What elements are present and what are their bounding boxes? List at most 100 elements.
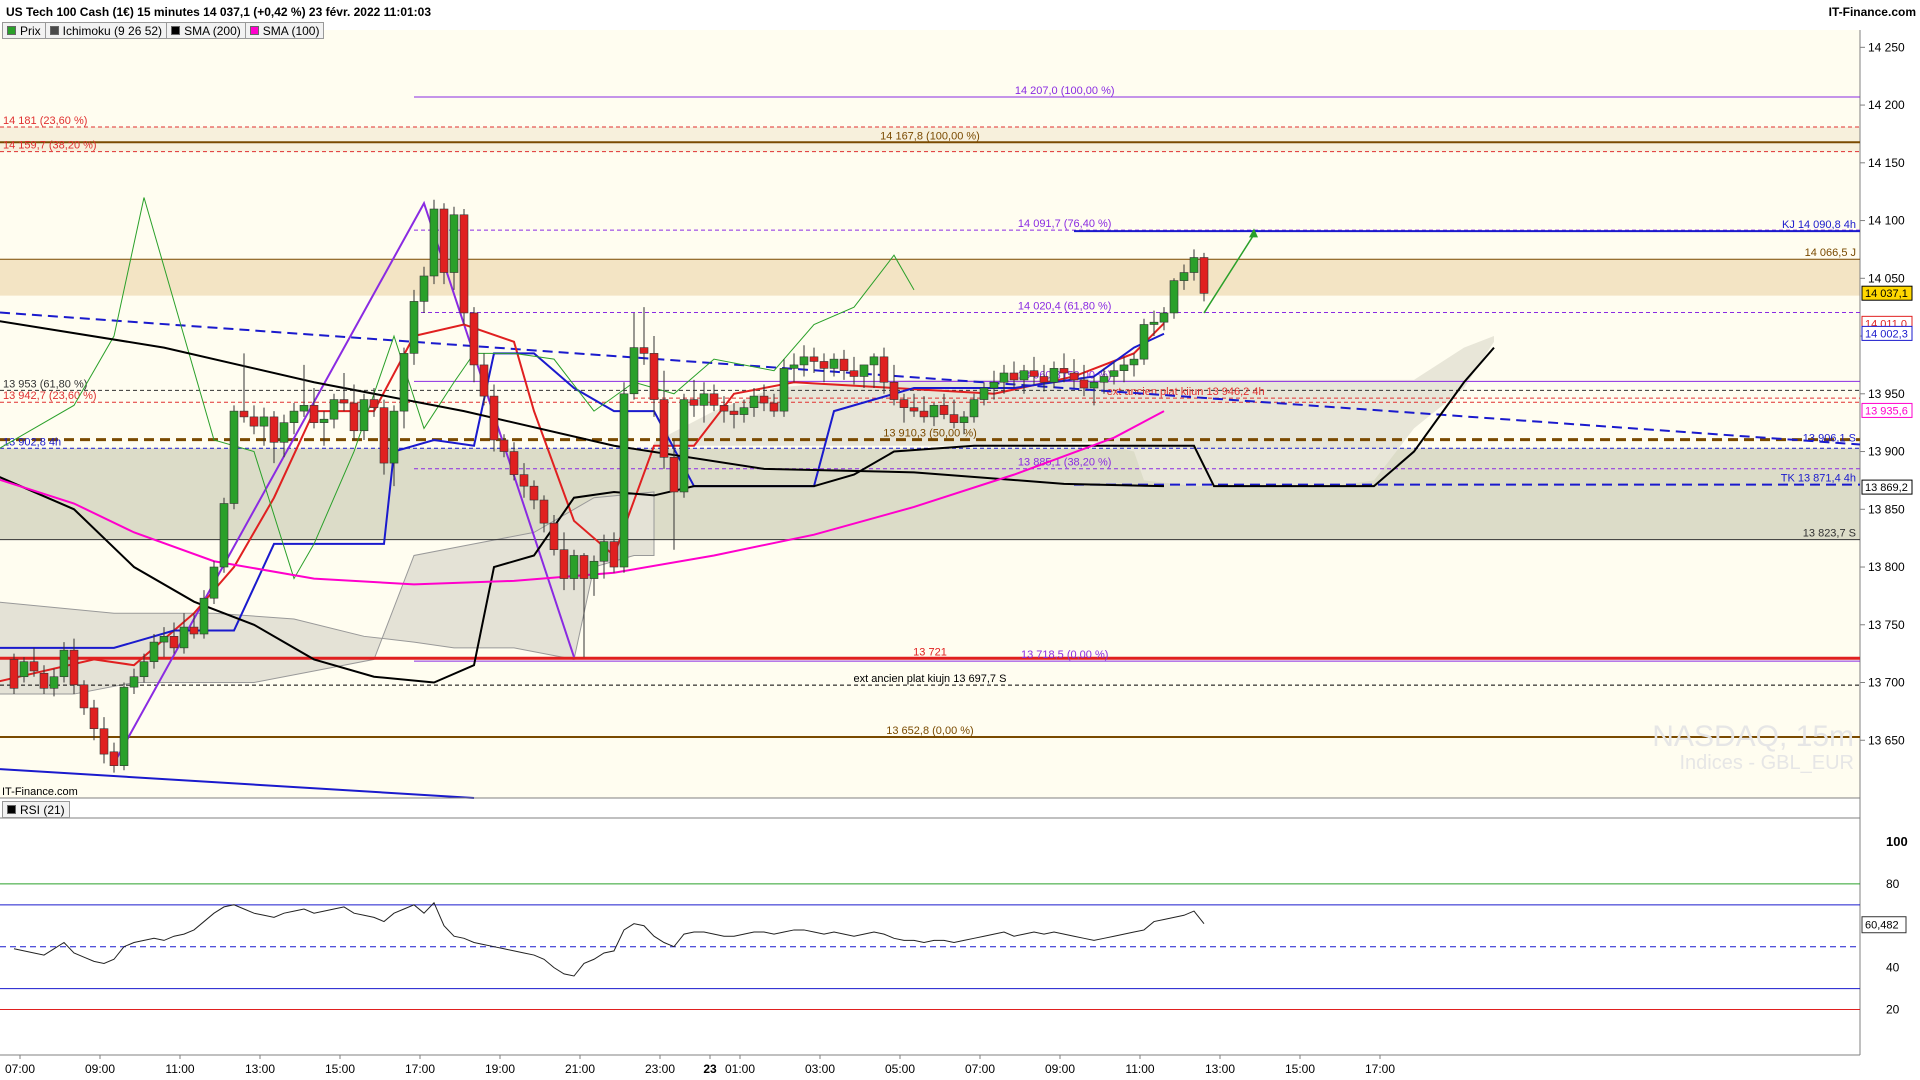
candle-body[interactable] [269, 416, 279, 443]
candle-body[interactable] [9, 659, 19, 689]
candle-body[interactable] [1159, 312, 1169, 323]
candle-body[interactable] [189, 626, 199, 635]
candle-body[interactable] [669, 457, 679, 493]
candle-body[interactable] [959, 416, 969, 423]
candle-body[interactable] [769, 402, 779, 412]
candle-body[interactable] [449, 214, 459, 273]
candle-body[interactable] [289, 410, 299, 423]
candle-body[interactable] [519, 474, 529, 487]
candle-body[interactable] [229, 410, 239, 504]
candle-body[interactable] [549, 522, 559, 550]
candle-body[interactable] [359, 399, 369, 432]
candle-body[interactable] [1119, 364, 1129, 371]
candle-body[interactable] [619, 393, 629, 568]
candle-body[interactable] [569, 555, 579, 579]
candle-body[interactable] [1189, 257, 1199, 273]
candle-body[interactable] [489, 395, 499, 441]
trendline-lower[interactable] [0, 768, 475, 799]
candle-body[interactable] [469, 312, 479, 366]
candle-body[interactable] [779, 368, 789, 412]
candle-body[interactable] [529, 485, 539, 501]
candle-body[interactable] [139, 661, 149, 678]
candle-body[interactable] [179, 626, 189, 649]
candle-body[interactable] [159, 636, 169, 643]
candle-body[interactable] [1109, 370, 1119, 377]
candle-body[interactable] [79, 684, 89, 709]
candle-body[interactable] [589, 560, 599, 579]
candle-body[interactable] [339, 399, 349, 404]
candle-body[interactable] [1089, 381, 1099, 389]
projection-arrow[interactable] [1203, 234, 1255, 314]
candle-body[interactable] [499, 439, 509, 452]
candle-body[interactable] [559, 549, 569, 579]
candle-body[interactable] [1199, 257, 1209, 294]
candle-body[interactable] [1019, 370, 1029, 381]
candle-body[interactable] [879, 356, 889, 383]
candle-body[interactable] [89, 707, 99, 730]
candle-body[interactable] [509, 451, 519, 475]
candle-body[interactable] [719, 405, 729, 412]
candle-body[interactable] [639, 347, 649, 354]
candle-body[interactable] [739, 407, 749, 415]
candle-body[interactable] [349, 402, 359, 432]
ichimoku-kijun-line[interactable] [0, 332, 1165, 649]
candle-body[interactable] [39, 672, 49, 689]
candle-body[interactable] [479, 364, 489, 397]
candle-body[interactable] [319, 418, 329, 423]
candle-body[interactable] [239, 410, 249, 418]
candle-body[interactable] [649, 353, 659, 400]
candle-body[interactable] [839, 358, 849, 371]
candle-body[interactable] [1099, 376, 1109, 383]
candle-body[interactable] [659, 399, 669, 458]
legend-item-price[interactable]: Prix [3, 23, 46, 38]
candle-body[interactable] [59, 649, 69, 678]
candle-body[interactable] [249, 416, 259, 427]
candle-body[interactable] [379, 407, 389, 464]
candle-body[interactable] [49, 676, 59, 689]
candle-body[interactable] [1009, 372, 1019, 381]
legend-item-ichimoku[interactable]: Ichimoku (9 26 52) [46, 23, 168, 38]
candle-body[interactable] [969, 399, 979, 418]
candle-body[interactable] [259, 416, 269, 427]
candle-body[interactable] [989, 381, 999, 389]
candle-body[interactable] [799, 356, 809, 366]
candle-body[interactable] [919, 410, 929, 418]
candle-body[interactable] [869, 356, 879, 366]
candle-body[interactable] [119, 686, 129, 766]
rsi-line[interactable] [13, 901, 1205, 977]
candle-body[interactable] [279, 422, 289, 443]
candle-body[interactable] [679, 399, 689, 493]
candle-body[interactable] [859, 364, 869, 377]
candle-body[interactable] [1079, 379, 1089, 389]
level-line-13[interactable] [0, 311, 1861, 446]
candle-body[interactable] [209, 566, 219, 599]
candle-body[interactable] [219, 503, 229, 568]
candle-body[interactable] [19, 661, 29, 678]
candle-body[interactable] [609, 541, 619, 568]
ichimoku-chikou-line[interactable] [0, 197, 915, 580]
candle-body[interactable] [1029, 370, 1039, 377]
candle-body[interactable] [979, 387, 989, 400]
candle-body[interactable] [369, 399, 379, 408]
candle-body[interactable] [929, 405, 939, 418]
candle-body[interactable] [1169, 280, 1179, 314]
legend-item-sma100[interactable]: SMA (100) [246, 23, 324, 38]
candle-body[interactable] [1039, 376, 1049, 383]
candle-body[interactable] [539, 499, 549, 524]
candle-body[interactable] [889, 381, 899, 400]
candle-body[interactable] [109, 751, 119, 766]
candle-body[interactable] [829, 358, 839, 369]
candle-body[interactable] [399, 353, 409, 412]
candle-body[interactable] [949, 414, 959, 423]
candle-body[interactable] [809, 356, 819, 362]
candle-body[interactable] [729, 410, 739, 415]
candle-body[interactable] [759, 395, 769, 404]
candle-body[interactable] [1129, 358, 1139, 366]
series-line-0[interactable] [0, 319, 1165, 488]
candle-body[interactable] [29, 661, 39, 672]
candle-body[interactable] [1069, 372, 1079, 381]
candle-body[interactable] [129, 676, 139, 688]
candle-body[interactable] [149, 641, 159, 663]
candle-body[interactable] [199, 597, 209, 635]
